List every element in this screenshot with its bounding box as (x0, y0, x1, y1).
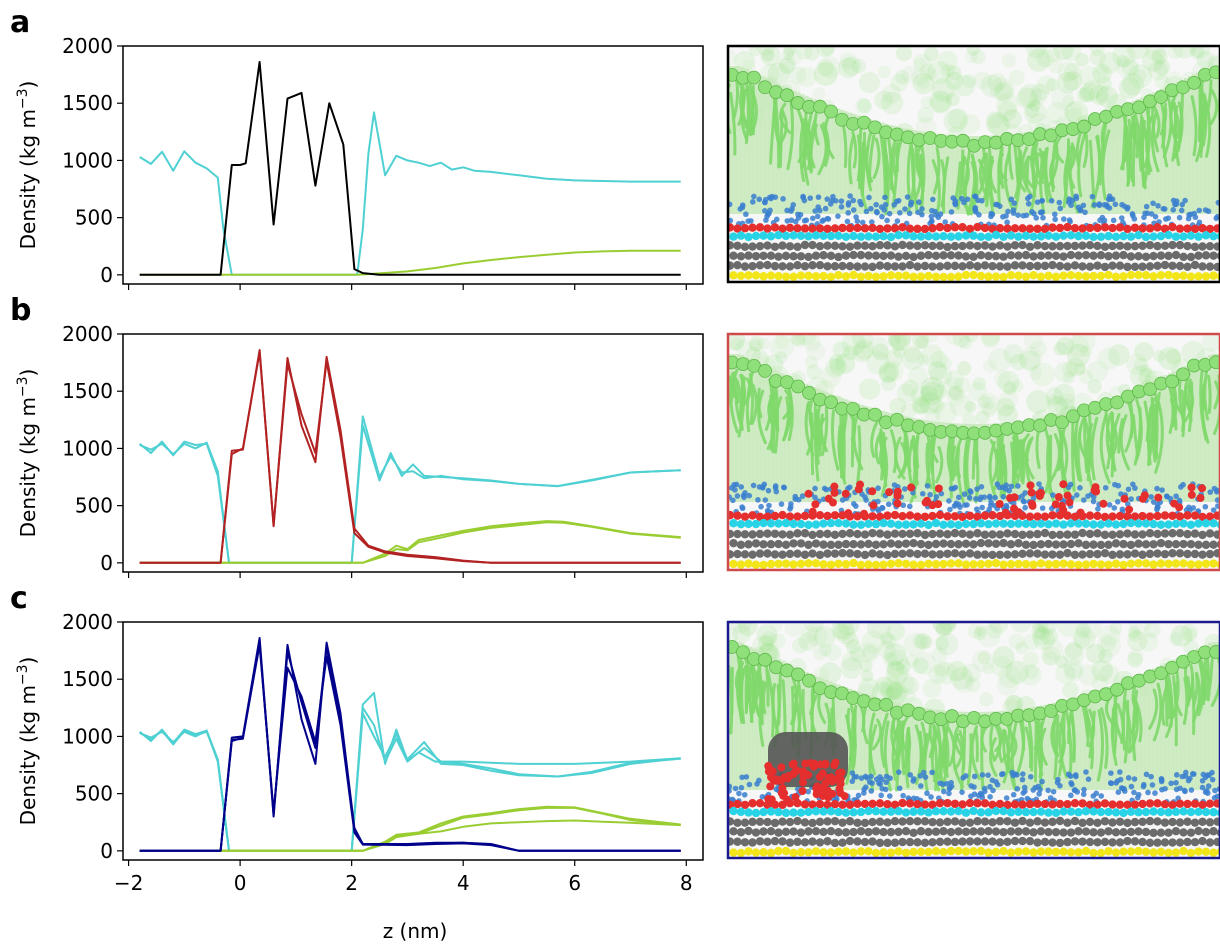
x-tick-label: −2 (114, 871, 143, 895)
x-axis-title: z (nm) (383, 919, 448, 943)
snapshot-panels (726, 44, 1220, 860)
y-tick-label: 1000 (62, 724, 113, 748)
y-axis-title-a: Density (kg m−3) (15, 81, 40, 250)
density-plots: 0 500 1000 1500 2000 Density (kg m−3) 0 500 1000… (15, 34, 704, 895)
plot-frame-a (122, 45, 704, 285)
y-tick-label: 500 (75, 206, 113, 230)
y-axis-title-b: Density (kg m−3) (15, 369, 40, 538)
x-tick-label: 2 (345, 871, 358, 895)
series-substrate-line-c-6 (139, 637, 681, 852)
y-tick-label: 0 (100, 263, 113, 287)
y-tick-label: 1000 (62, 148, 113, 172)
y-tick-label: 2000 (62, 322, 113, 346)
plot-frame-c (122, 621, 704, 861)
y-tick-label: 500 (75, 782, 113, 806)
y-tick-label: 1000 (62, 436, 113, 460)
series-substrate-line-c-7 (139, 641, 681, 852)
x-tick-label: 8 (680, 871, 693, 895)
series-substrate-line-b-5 (139, 351, 681, 564)
series-solvent-line-c-5 (139, 806, 681, 852)
series-water-line-b-1 (139, 415, 681, 564)
x-tick-label: 4 (457, 871, 470, 895)
series-substrate-line-b-4 (139, 349, 681, 564)
snapshot-c (726, 620, 1220, 860)
snapshot-frame-c (726, 620, 1220, 860)
plot-frame-b (122, 333, 704, 573)
panel-label-a: a (10, 5, 30, 40)
y-tick-label: 2000 (62, 610, 113, 634)
panel-label-b: b (10, 293, 31, 328)
x-tick-label: 0 (234, 871, 247, 895)
series-substrate-line-c-8 (139, 643, 681, 852)
series-water-line-c-2 (139, 712, 681, 852)
y-axis-title-c: Density (kg m−3) (15, 657, 40, 826)
y-tick-label: 500 (75, 494, 113, 518)
series-substrate-line-a-2 (139, 61, 681, 276)
y-tick-label: 1500 (62, 667, 113, 691)
snapshot-frame-b (726, 332, 1220, 572)
y-tick-label: 0 (100, 551, 113, 575)
plot-a: 0 500 1000 1500 2000 Density (kg m−3) (15, 34, 704, 290)
snapshot-b (726, 332, 1220, 572)
plot-b: 0 500 1000 1500 2000 Density (kg m−3) (15, 322, 704, 578)
panel-label-c: c (10, 581, 28, 616)
panel-labels: a b c (10, 5, 31, 616)
snapshot-a (726, 44, 1220, 284)
y-tick-label: 1500 (62, 379, 113, 403)
y-tick-label: 1500 (62, 91, 113, 115)
series-water-line-a-0 (139, 111, 681, 276)
snapshot-frame-a (726, 44, 1220, 284)
y-tick-label: 2000 (62, 34, 113, 58)
series-solvent-line-c-3 (139, 819, 681, 852)
y-tick-label: 0 (100, 839, 113, 863)
x-tick-label: 6 (568, 871, 581, 895)
